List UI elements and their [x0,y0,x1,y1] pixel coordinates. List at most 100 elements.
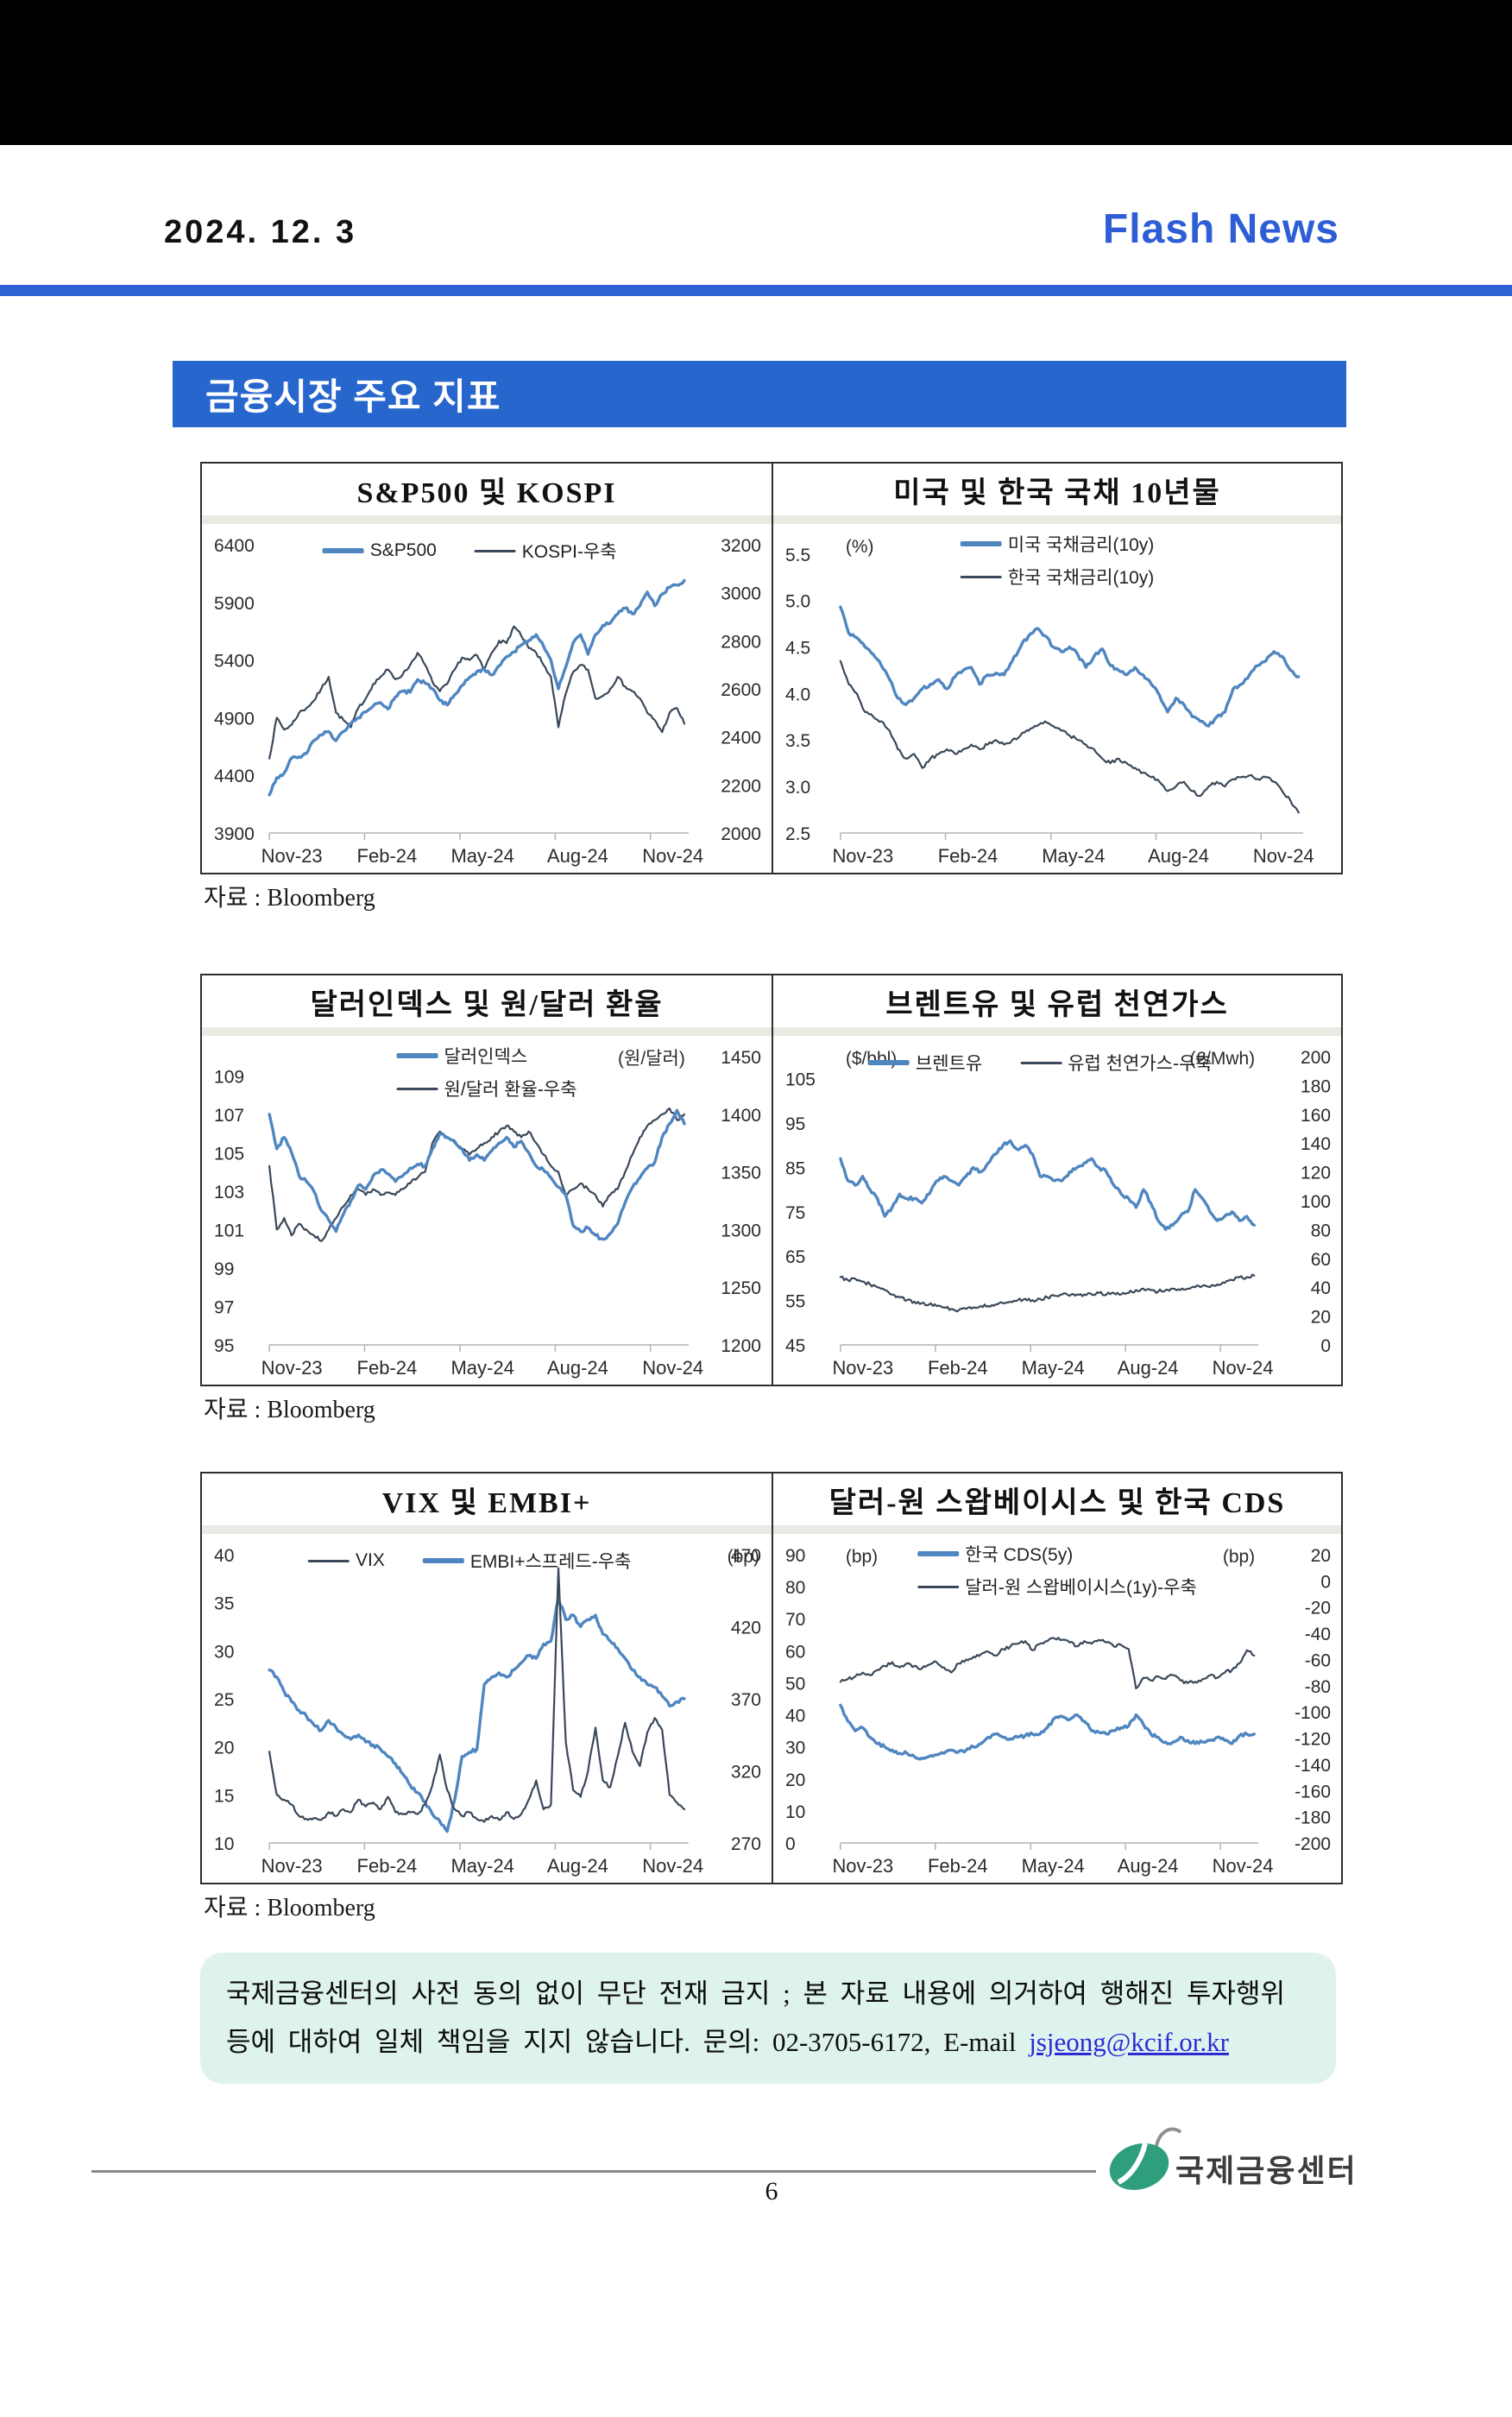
series-line-dark [268,625,686,760]
right-axis-tick: -40 [1305,1625,1331,1644]
legend-label: 유럽 천연가스-우축 [1068,1054,1213,1074]
chart-title-separator [773,515,1341,524]
left-axis-tick: 3.0 [785,778,810,798]
left-axis-tick: 5.5 [785,546,810,565]
chart-legend: 한국 CDS(5y) 달러-원 스왑베이시스(1y)-우축 [917,1541,1197,1600]
left-axis-unit: (%) [846,537,874,557]
right-axis-tick: 0 [1320,1572,1331,1592]
chart-title: VIX 및 EMBI+ [381,1486,592,1519]
x-tick-label: Aug-24 [547,1357,608,1379]
legend-label: 한국 국채금리(10y) [1007,568,1155,588]
left-axis-tick: 70 [785,1610,805,1630]
left-axis-tick: 107 [214,1106,244,1126]
x-tick-label: Nov-24 [1213,1357,1274,1379]
page-number: 6 [765,2177,778,2206]
right-axis-tick: 20 [1311,1546,1331,1566]
legend-label: KOSPI-우축 [521,542,617,562]
left-axis-tick: 4900 [214,709,255,729]
left-axis-tick: 0 [785,1834,796,1854]
legend-swatch-dark [1020,1061,1062,1064]
chart-plot-area: Nov-23 Feb-24 May-24 Aug-24 Nov-24 105 95 85 75 6… [773,1036,1341,1385]
left-axis-tick: 105 [785,1070,816,1090]
left-axis-tick: 50 [785,1674,805,1694]
right-axis-tick: -100 [1295,1703,1331,1723]
email-link[interactable]: jsjeong@kcif.or.kr [1029,2027,1229,2057]
x-tick-label: May-24 [1022,1357,1085,1379]
right-axis-tick: -60 [1305,1650,1331,1670]
left-axis-tick: 97 [214,1297,234,1317]
flash-news-title: Flash News [1102,206,1339,252]
right-axis-tick: 180 [1301,1076,1331,1096]
left-axis-tick: 90 [785,1546,805,1566]
x-tick-label: Nov-24 [642,1357,703,1379]
left-axis-tick: 2.5 [785,824,810,844]
chart-canvas: Nov-23 Feb-24 May-24 Aug-24 Nov-24 105 95 85 75 6… [785,1048,1331,1379]
x-tick-label: Feb-24 [357,1357,418,1379]
x-tick-label: May-24 [1042,845,1105,867]
legend-label: 미국 국채금리(10y) [1007,535,1155,555]
x-tick-label: Nov-24 [1213,1855,1274,1877]
chart-cell: 달러인덱스 및 원/달러 환율 Nov-23 Feb-24 May-24 Aug-24 N… [202,975,772,1385]
left-axis-tick: 103 [214,1183,244,1202]
left-axis-tick: 3900 [214,824,255,844]
chart-legend: 브렌트유 유럽 천연가스-우축 [867,1050,1213,1076]
left-axis-tick: 105 [214,1144,244,1164]
x-tick-label: Nov-23 [261,1855,323,1877]
legend-swatch-blue [422,1558,464,1563]
left-axis-tick: 85 [785,1158,805,1178]
right-axis-tick: 3000 [721,584,761,604]
right-axis-tick: 1400 [721,1106,761,1126]
left-axis-tick: 4400 [214,767,255,786]
chart-title: 브렌트유 및 유럽 천연가스 [885,988,1229,1021]
right-axis-tick: 1200 [721,1336,761,1356]
left-axis-tick: 55 [785,1292,805,1312]
right-axis-tick: -140 [1295,1756,1331,1776]
disclaimer-box: 국제금융센터의 사전 동의 없이 무단 전재 금지 ; 본 자료 내용에 의거하… [200,1953,1336,2084]
legend-swatch-dark [917,1585,960,1588]
chart-cell: 미국 및 한국 국채 10년물 Nov-23 Feb-24 May-24 Aug-24 N… [772,464,1341,873]
left-axis-tick: 15 [214,1786,234,1806]
chart-cell: VIX 및 EMBI+ Nov-23 Feb-24 May-24 Aug-24 Nov-2… [202,1474,772,1883]
disclaimer-text: 국제금융센터의 사전 동의 없이 무단 전재 금지 ; 본 자료 내용에 의거하… [226,1978,1286,2057]
right-axis-tick: 320 [731,1763,761,1783]
legend-item: 브렌트유 [867,1050,983,1076]
left-axis-tick: 40 [785,1707,805,1726]
legend-swatch-dark [307,1559,350,1562]
left-axis-tick: 45 [785,1336,805,1356]
x-tick-label: May-24 [450,845,513,867]
series-line-blue [268,1108,686,1241]
legend-swatch-blue [960,541,1002,546]
chart-plot-area: Nov-23 Feb-24 May-24 Aug-24 Nov-24 109 107 105 1… [202,1036,772,1385]
x-tick-label: Nov-24 [1253,845,1314,867]
x-tick-label: Feb-24 [928,1357,988,1379]
left-axis-unit: (bp) [846,1547,878,1567]
legend-swatch-dark [960,575,1002,578]
legend-swatch-blue [396,1053,438,1058]
legend-item: 한국 CDS(5y) [917,1541,1073,1567]
left-axis-tick: 20 [214,1739,234,1758]
series-line-dark [268,1567,686,1823]
left-axis-tick: 5900 [214,594,255,614]
chart-title-separator [202,1525,772,1534]
right-axis-tick: 140 [1301,1134,1331,1154]
chart-canvas: Nov-23 Feb-24 May-24 Aug-24 Nov-24 6400 5900 54… [214,536,761,867]
series-line-dark [268,1107,686,1242]
x-tick-label: Aug-24 [547,1855,608,1877]
left-axis-tick: 60 [785,1642,805,1662]
left-axis-tick: 95 [785,1114,805,1134]
footer-divider [91,2170,1096,2173]
chart-title: 달러인덱스 및 원/달러 환율 [310,988,664,1021]
right-axis-unit: (€/Mwh) [1189,1049,1255,1069]
right-axis-tick: 420 [731,1619,761,1638]
chart-canvas: Nov-23 Feb-24 May-24 Aug-24 Nov-24 40 35 30 25 20… [214,1546,761,1877]
legend-label: 브렌트유 [915,1054,983,1074]
source-note: 자료 : Bloomberg [204,1895,375,1922]
left-axis-tick: 75 [785,1203,805,1223]
chart-row-1: S&P500 및 KOSPI Nov-23 Feb-24 May-24 Aug-24 No… [200,462,1343,874]
left-axis-tick: 20 [785,1770,805,1790]
chart-title: S&P500 및 KOSPI [356,476,617,509]
x-tick-label: Feb-24 [357,1855,418,1877]
source-note: 자료 : Bloomberg [204,1397,375,1423]
right-axis-tick: 2000 [721,824,761,844]
